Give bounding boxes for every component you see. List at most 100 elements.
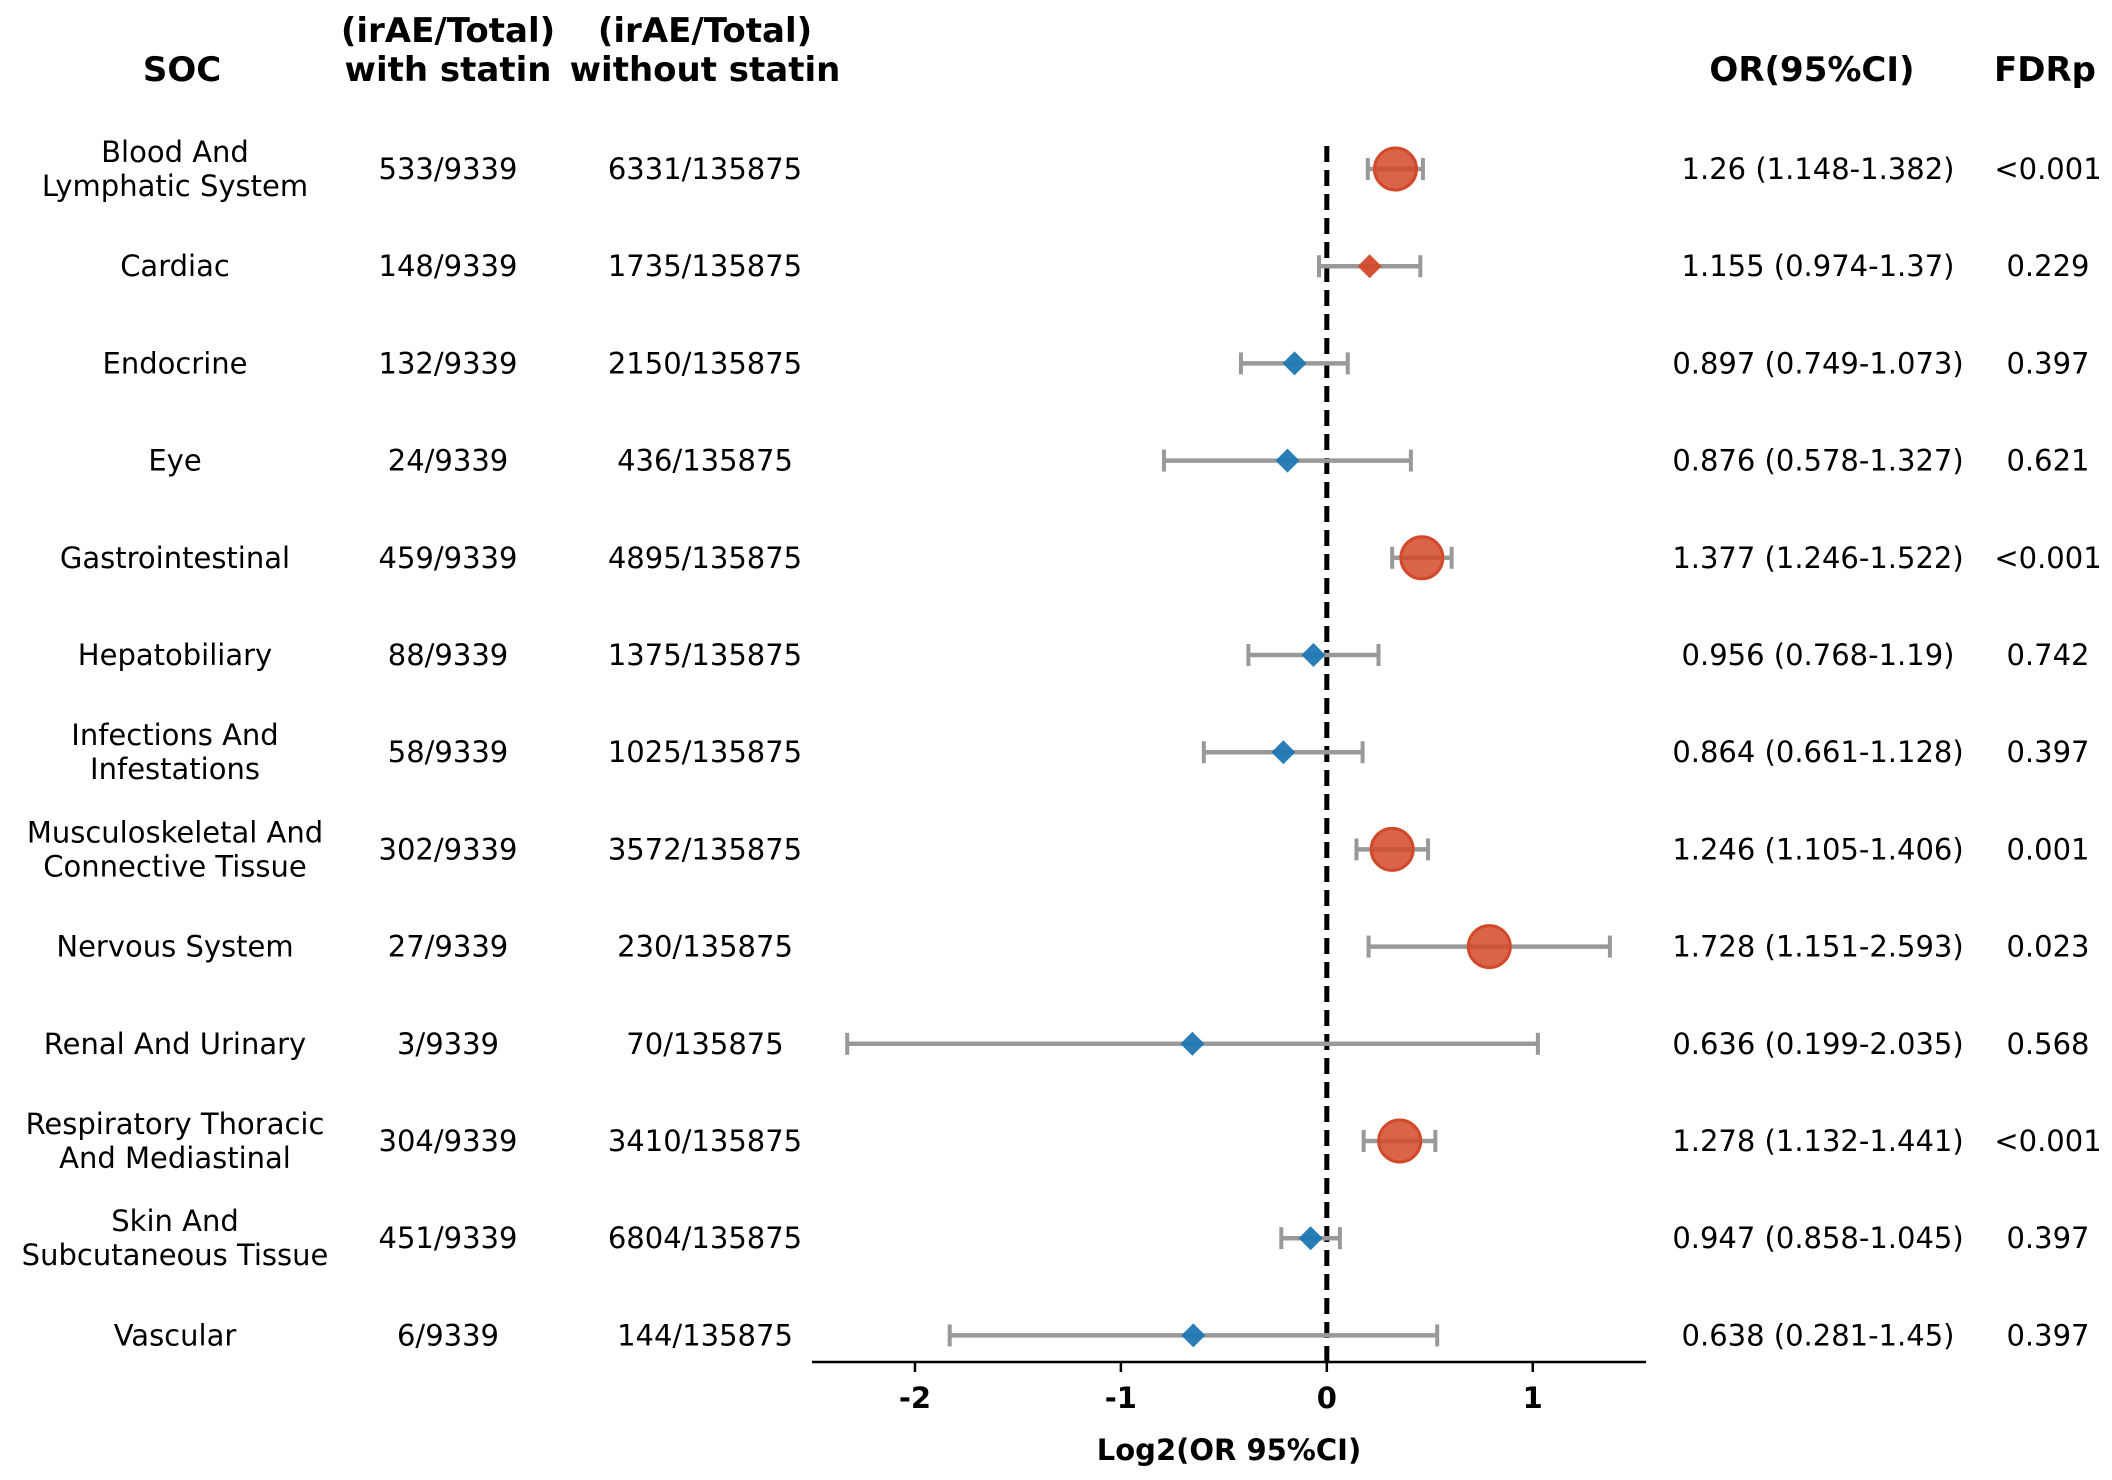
or-ci-cell: 0.636 (0.199-2.035) <box>1672 1027 1963 1061</box>
fdr-cell: 0.621 <box>2006 444 2089 478</box>
fdr-cell: 0.397 <box>2006 1221 2089 1255</box>
ci-row-12 <box>947 1323 1440 1348</box>
header-with-statin-line2: with statin <box>345 50 552 90</box>
or-ci-cell: 1.278 (1.132-1.441) <box>1672 1124 1963 1158</box>
fdr-cell: 0.001 <box>2006 832 2089 866</box>
point-diamond <box>1298 1226 1323 1251</box>
without-statin-cell: 2150/135875 <box>608 346 802 380</box>
or-ci-cell: 0.956 (0.768-1.19) <box>1682 638 1955 672</box>
with-statin-cell: 27/9339 <box>388 930 508 964</box>
point-diamond <box>1301 643 1326 667</box>
without-statin-cell: 230/135875 <box>617 930 793 964</box>
ci-row-0 <box>1365 146 1425 192</box>
soc-label: Respiratory Thoracic <box>26 1107 325 1141</box>
soc-label: Cardiac <box>120 249 230 283</box>
ci-row-4 <box>1390 535 1454 581</box>
x-tick-label: -2 <box>899 1381 931 1415</box>
with-statin-cell: 533/9339 <box>379 152 518 186</box>
ci-row-11 <box>1279 1226 1342 1251</box>
or-ci-cell: 0.876 (0.578-1.327) <box>1672 444 1963 478</box>
soc-label: Vascular <box>114 1318 237 1352</box>
with-statin-cell: 3/9339 <box>397 1027 499 1061</box>
fdr-cell: 0.229 <box>2006 249 2089 283</box>
or-ci-cell: 1.728 (1.151-2.593) <box>1672 930 1963 964</box>
ci-row-8 <box>1366 924 1612 970</box>
ci-row-2 <box>1238 351 1350 376</box>
ci-row-9 <box>845 1031 1540 1056</box>
without-statin-cell: 3572/135875 <box>608 832 802 866</box>
fdr-cell: <0.001 <box>1994 541 2101 575</box>
fdr-cell: 0.397 <box>2006 735 2089 769</box>
x-tick-label: 0 <box>1317 1381 1337 1415</box>
or-ci-cell: 0.897 (0.749-1.073) <box>1672 346 1963 380</box>
point-diamond <box>1275 448 1300 473</box>
soc-label: Subcutaneous Tissue <box>22 1238 329 1272</box>
point-circle <box>1372 146 1418 192</box>
soc-label: Eye <box>148 444 201 478</box>
x-tick-label: 1 <box>1523 1381 1543 1415</box>
with-statin-cell: 459/9339 <box>379 541 518 575</box>
soc-label: Connective Tissue <box>43 849 307 883</box>
or-ci-cell: 0.864 (0.661-1.128) <box>1672 735 1963 769</box>
point-circle <box>1466 924 1512 970</box>
or-ci-cell: 0.947 (0.858-1.045) <box>1672 1221 1963 1255</box>
fdr-cell: 0.742 <box>2006 638 2089 672</box>
soc-label: Skin And <box>111 1204 238 1238</box>
x-tick-label: -1 <box>1105 1381 1137 1415</box>
with-statin-cell: 451/9339 <box>379 1221 518 1255</box>
point-diamond <box>1271 740 1296 765</box>
with-statin-cell: 132/9339 <box>379 346 518 380</box>
x-axis: -2 -1 0 1 Log2(OR 95%CI) <box>812 1360 1646 1467</box>
with-statin-cell: 148/9339 <box>379 249 518 283</box>
without-statin-cell: 144/135875 <box>617 1318 793 1352</box>
without-statin-cell: 1735/135875 <box>608 249 802 283</box>
fdr-cell: <0.001 <box>1994 1124 2101 1158</box>
point-diamond <box>1357 254 1382 279</box>
without-statin-cell: 6804/135875 <box>608 1221 802 1255</box>
header-soc: SOC <box>143 50 221 90</box>
header-without-statin-line2: without statin <box>570 50 841 90</box>
column-headers: SOC (irAE/Total) with statin (irAE/Total… <box>143 11 2096 90</box>
ci-row-10 <box>1361 1118 1438 1164</box>
ci-row-7 <box>1354 826 1431 872</box>
without-statin-cell: 4895/135875 <box>608 541 802 575</box>
ci-row-3 <box>1161 448 1413 473</box>
header-without-statin-line1: (irAE/Total) <box>598 11 812 51</box>
soc-label: And Mediastinal <box>59 1141 291 1175</box>
without-statin-cell: 436/135875 <box>617 444 793 478</box>
header-with-statin-line1: (irAE/Total) <box>341 11 555 51</box>
fdr-cell: 0.397 <box>2006 1318 2089 1352</box>
fdr-cell: 0.023 <box>2006 930 2089 964</box>
without-statin-cell: 70/135875 <box>626 1027 783 1061</box>
soc-label: Hepatobiliary <box>78 638 272 672</box>
plot-marks <box>845 146 1612 1362</box>
with-statin-cell: 24/9339 <box>388 444 508 478</box>
header-fdr: FDRp <box>1994 50 2096 90</box>
soc-label: Infections And <box>71 718 278 752</box>
with-statin-cell: 58/9339 <box>388 735 508 769</box>
point-circle <box>1399 535 1445 581</box>
or-ci-cell: 1.155 (0.974-1.37) <box>1682 249 1955 283</box>
point-diamond <box>1181 1323 1206 1348</box>
soc-label: Renal And Urinary <box>44 1027 306 1061</box>
soc-label: Endocrine <box>103 346 248 380</box>
fdr-cell: <0.001 <box>1994 152 2101 186</box>
ci-row-1 <box>1316 254 1423 279</box>
with-statin-cell: 6/9339 <box>397 1318 499 1352</box>
header-or-ci: OR(95%CI) <box>1709 50 1914 90</box>
point-diamond <box>1180 1031 1205 1056</box>
x-axis-label: Log2(OR 95%CI) <box>1097 1433 1361 1467</box>
soc-label: Nervous System <box>56 930 293 964</box>
fdr-cell: 0.397 <box>2006 346 2089 380</box>
soc-label: Infestations <box>90 752 260 786</box>
soc-label: Lymphatic System <box>42 169 308 203</box>
without-statin-cell: 3410/135875 <box>608 1124 802 1158</box>
point-circle <box>1377 1118 1423 1164</box>
with-statin-cell: 88/9339 <box>388 638 508 672</box>
ci-row-6 <box>1201 740 1365 765</box>
or-ci-cell: 1.377 (1.246-1.522) <box>1672 541 1963 575</box>
with-statin-cell: 302/9339 <box>379 832 518 866</box>
ci-row-5 <box>1246 643 1381 667</box>
